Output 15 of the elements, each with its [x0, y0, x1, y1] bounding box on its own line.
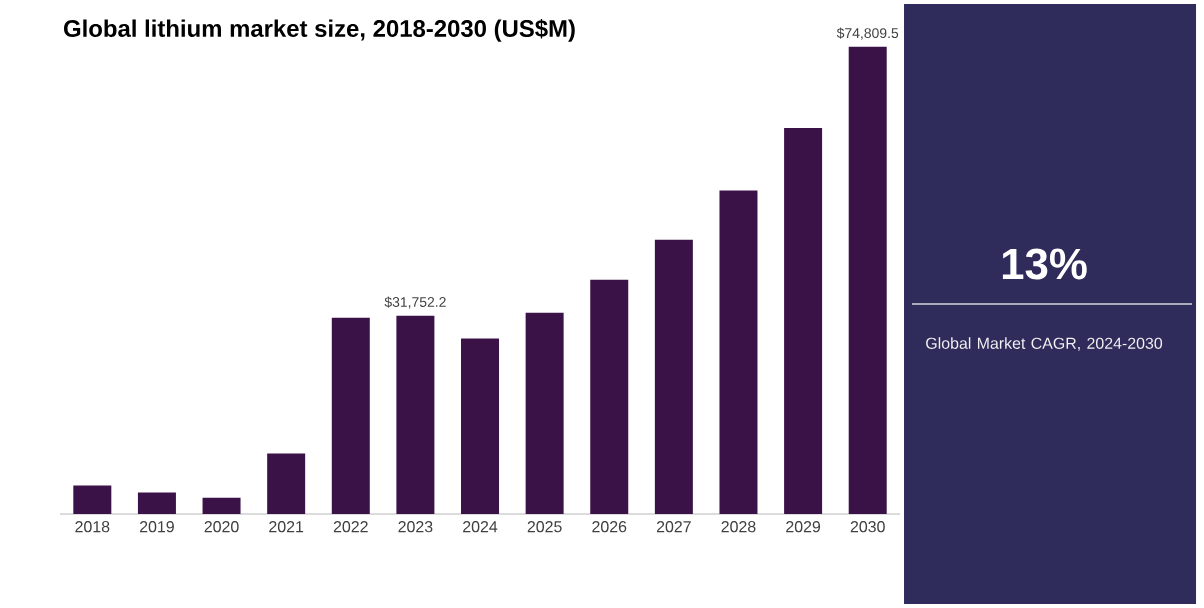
bar [654, 239, 693, 514]
chart-title: Global lithium market size, 2018-2030 (US$M) [64, 19, 575, 42]
bar [396, 315, 435, 514]
bar [461, 338, 500, 514]
bar [202, 497, 241, 514]
text: 13% [1002, 248, 1087, 280]
bar [267, 453, 306, 514]
bar [590, 279, 629, 514]
bar [848, 46, 887, 514]
bar [719, 190, 758, 514]
bar [525, 312, 564, 514]
bar [784, 127, 823, 514]
bar [331, 317, 370, 514]
bar [73, 485, 112, 514]
bar [137, 492, 176, 514]
